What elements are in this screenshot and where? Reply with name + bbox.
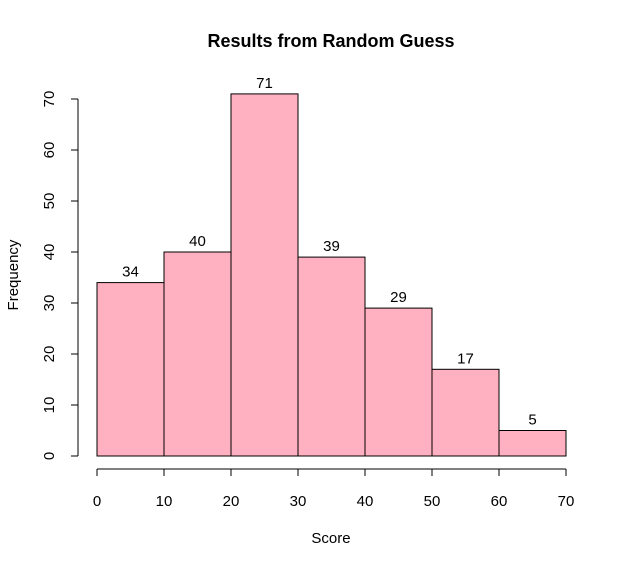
- data-label-6: 5: [528, 412, 536, 429]
- data-label-3: 39: [323, 238, 340, 255]
- y-tick-label-6: 60: [41, 142, 58, 159]
- y-axis: 0 10 20 30 40 50 60 70: [41, 91, 79, 460]
- bar-6: [498, 430, 567, 457]
- data-label-2: 71: [256, 75, 273, 92]
- data-label-0: 34: [122, 264, 139, 281]
- y-tick-label-4: 40: [41, 244, 58, 261]
- y-tick-label-2: 20: [41, 346, 58, 363]
- bar-2: [230, 93, 299, 457]
- data-label-5: 17: [457, 350, 474, 367]
- bar-5: [431, 368, 500, 457]
- y-tick-label-7: 70: [41, 91, 58, 108]
- chart-title: Results from Random Guess: [207, 31, 454, 51]
- x-tick-label-2: 20: [223, 493, 240, 510]
- data-label-4: 29: [390, 289, 407, 306]
- bar-1: [163, 251, 232, 457]
- bar-0: [96, 282, 165, 457]
- y-tick-label-5: 50: [41, 193, 58, 210]
- data-label-1: 40: [189, 233, 206, 250]
- x-axis: 0 10 20 30 40 50 60 70: [93, 468, 575, 510]
- x-tick-label-3: 30: [290, 493, 307, 510]
- x-tick-label-5: 50: [424, 493, 441, 510]
- x-tick-label-7: 70: [558, 493, 575, 510]
- x-axis-label: Score: [311, 530, 350, 547]
- bar-3: [297, 256, 366, 457]
- x-tick-label-6: 60: [491, 493, 508, 510]
- y-axis-label: Frequency: [5, 239, 22, 310]
- x-tick-label-4: 40: [357, 493, 374, 510]
- y-tick-label-3: 30: [41, 295, 58, 312]
- bar-4: [364, 307, 433, 457]
- x-tick-label-0: 0: [93, 493, 101, 510]
- x-tick-label-1: 10: [156, 493, 173, 510]
- bars-group: 34 40 71 39 29 17 5: [96, 75, 567, 457]
- y-tick-label-1: 10: [41, 397, 58, 414]
- y-tick-label-0: 0: [41, 452, 58, 460]
